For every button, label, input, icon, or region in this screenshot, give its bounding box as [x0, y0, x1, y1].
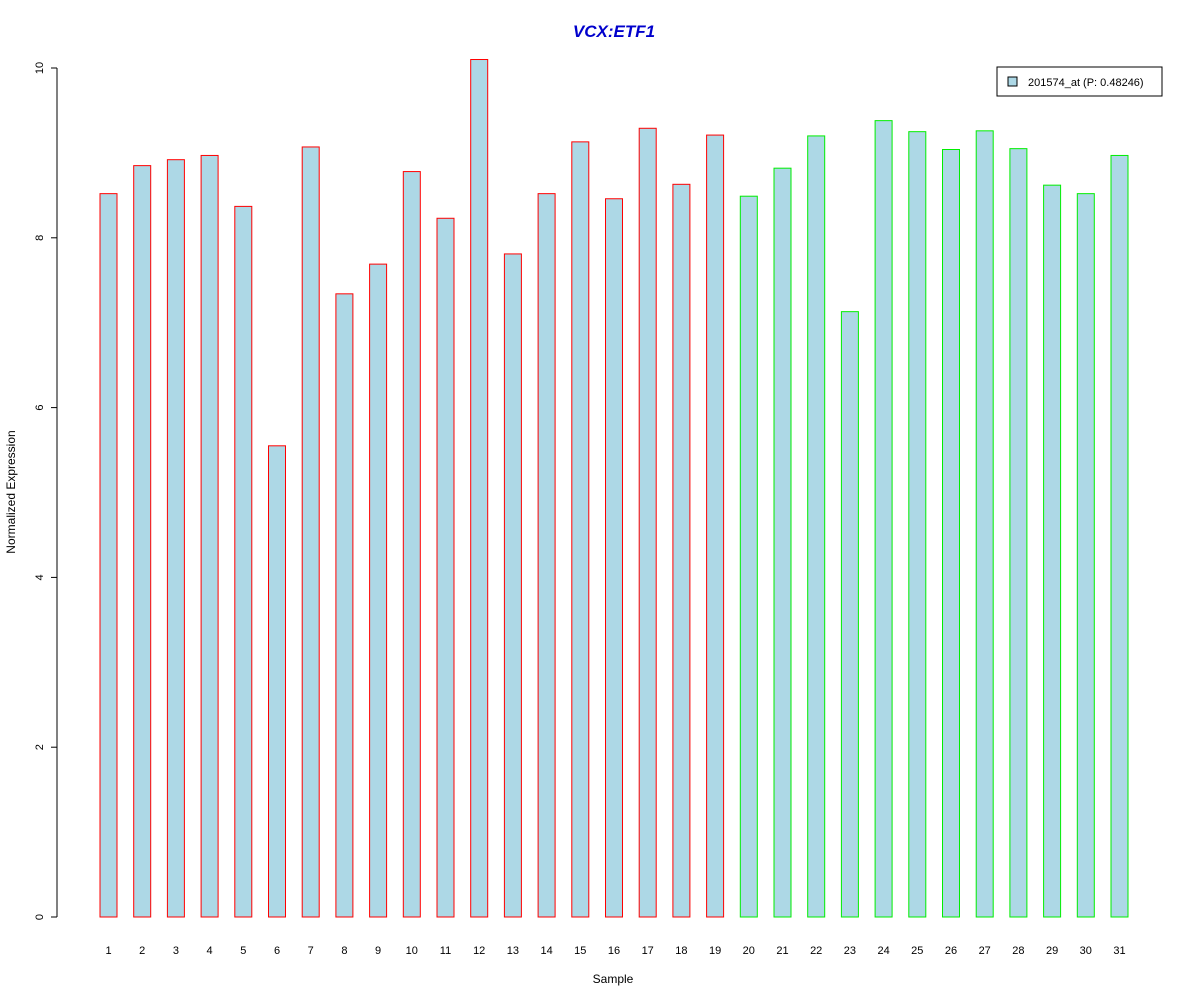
x-tick-label: 25 — [911, 945, 923, 957]
x-tick-label: 29 — [1046, 945, 1058, 957]
bar — [874, 120, 893, 918]
bar — [402, 171, 421, 918]
x-tick-label: 21 — [776, 945, 788, 957]
x-tick-label: 19 — [709, 945, 721, 957]
bar — [1043, 184, 1062, 918]
x-tick-label: 18 — [675, 945, 687, 957]
x-tick-label: 20 — [743, 945, 755, 957]
bar — [335, 293, 354, 918]
bar — [739, 195, 758, 918]
bar — [234, 205, 253, 918]
x-tick-labels: 1 2 3 4 5 6 7 8 9 10 11 12 13 14 15 16 17 18 19 20 21 22 23 24 2… — [105, 945, 1125, 957]
bar — [571, 141, 590, 918]
bar — [975, 130, 994, 918]
x-tick-label: 14 — [540, 945, 552, 957]
bar — [908, 131, 927, 918]
bar — [166, 159, 185, 918]
y-axis-label: Normalized Expression — [4, 430, 18, 553]
legend-entry: 201574_at (P: 0.48246) — [1028, 77, 1144, 89]
y-tick-label: 10 — [34, 62, 46, 74]
bar — [503, 253, 522, 918]
y-tick-label: 6 — [34, 405, 46, 411]
x-tick-label: 27 — [979, 945, 991, 957]
x-tick-label: 23 — [844, 945, 856, 957]
x-tick-label: 16 — [608, 945, 620, 957]
x-tick-label: 31 — [1113, 945, 1125, 957]
bar — [537, 193, 556, 918]
y-tick-label: 2 — [34, 744, 46, 750]
legend-box — [996, 66, 1163, 97]
bar — [1009, 148, 1028, 918]
bar — [672, 183, 691, 918]
bar — [470, 59, 489, 918]
x-tick-label: 4 — [207, 945, 213, 957]
x-tick-label: 12 — [473, 945, 485, 957]
x-tick-label: 3 — [173, 945, 179, 957]
y-tick-label: 4 — [34, 574, 46, 580]
x-axis-label: Sample — [593, 972, 634, 986]
bar — [840, 311, 859, 918]
x-tick-label: 15 — [574, 945, 586, 957]
x-tick-label: 2 — [139, 945, 145, 957]
bar — [200, 154, 219, 918]
bar — [133, 165, 152, 918]
bar — [605, 198, 623, 918]
x-tick-label: 8 — [341, 945, 347, 957]
bar — [99, 193, 118, 918]
bar — [638, 127, 657, 918]
bar — [1076, 193, 1095, 918]
x-tick-label: 10 — [406, 945, 418, 957]
chart-title: VCX:ETF1 — [573, 22, 655, 41]
bar — [773, 167, 792, 918]
y-tick-label: 8 — [34, 235, 46, 241]
x-tick-label: 17 — [642, 945, 654, 957]
x-tick-label: 11 — [440, 945, 451, 957]
bar — [369, 263, 388, 918]
x-tick-label: 22 — [810, 945, 822, 957]
x-tick-label: 7 — [308, 945, 314, 957]
x-tick-label: 9 — [375, 945, 381, 957]
bar — [1110, 154, 1129, 918]
x-tick-label: 24 — [877, 945, 889, 957]
x-tick-label: 1 — [105, 945, 111, 957]
x-tick-label: 5 — [240, 945, 246, 957]
legend: 201574_at (P: 0.48246) — [996, 66, 1163, 97]
x-tick-label: 13 — [507, 945, 519, 957]
x-tick-label: 30 — [1080, 945, 1092, 957]
bar — [436, 217, 455, 918]
bar — [268, 445, 286, 918]
bar — [706, 134, 725, 918]
y-tick-label: 0 — [34, 914, 46, 920]
bar — [942, 149, 960, 918]
x-tick-label: 28 — [1012, 945, 1024, 957]
x-tick-label: 6 — [274, 945, 280, 957]
x-tick-label: 26 — [945, 945, 957, 957]
bar — [807, 135, 826, 918]
legend-swatch — [1007, 76, 1018, 87]
bar — [301, 146, 320, 918]
bars — [99, 59, 1129, 918]
y-axis: 0 2 4 6 8 10 — [34, 62, 58, 920]
